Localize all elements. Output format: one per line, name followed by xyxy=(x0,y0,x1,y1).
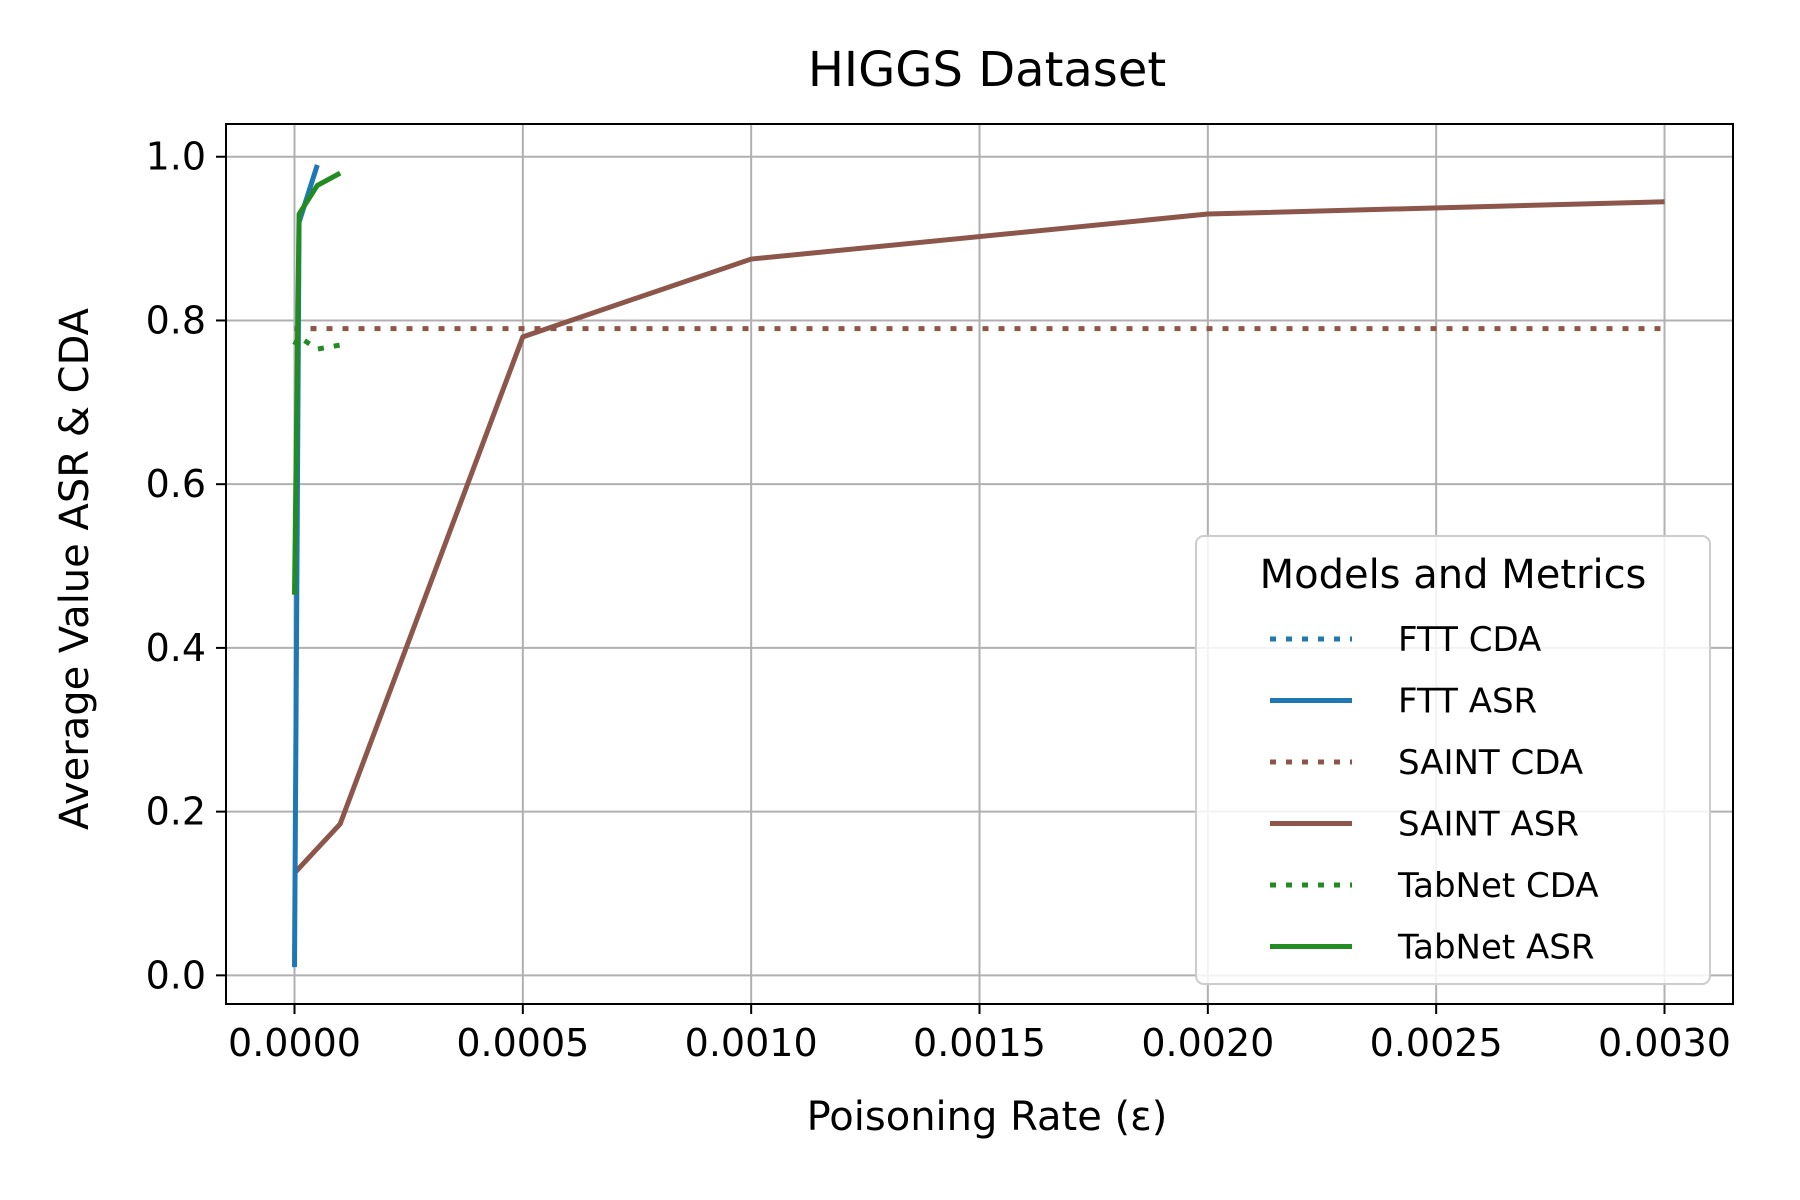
series-line-saint-asr xyxy=(292,199,1665,875)
y-tick-label: 0.0 xyxy=(146,953,206,997)
legend-box xyxy=(1195,535,1711,985)
legend: Models and Metrics FTT CDA FTT ASR SAINT C… xyxy=(1195,535,1711,985)
x-tick-label: 0.0030 xyxy=(1598,1021,1731,1065)
y-axis-title: Average Value ASR & CDA xyxy=(52,307,98,830)
legend-label: SAINT CDA xyxy=(1398,743,1583,783)
x-tick-label: 0.0010 xyxy=(685,1021,818,1065)
legend-label: TabNet ASR xyxy=(1397,928,1595,968)
legend-label: SAINT ASR xyxy=(1398,805,1579,845)
x-tick-label: 0.0015 xyxy=(913,1021,1046,1065)
y-tick-label: 0.6 xyxy=(146,462,206,506)
axis-ticks: 0.0000 0.0005 0.0010 0.0015 0.0020 0.0025 0.00… xyxy=(146,135,1731,1065)
x-axis-title: Poisoning Rate (ε) xyxy=(807,1094,1168,1140)
y-tick-label: 0.2 xyxy=(146,790,206,834)
series-lines xyxy=(292,164,1665,968)
x-tick-label: 0.0025 xyxy=(1370,1021,1503,1065)
y-tick-label: 0.8 xyxy=(146,298,206,342)
y-tick-label: 1.0 xyxy=(146,135,206,179)
x-tick-label: 0.0000 xyxy=(228,1021,361,1065)
chart-title: HIGGS Dataset xyxy=(808,42,1166,98)
series-line-tabnet-asr xyxy=(292,170,342,595)
y-tick-label: 0.4 xyxy=(146,626,206,670)
legend-title: Models and Metrics xyxy=(1260,552,1647,598)
x-tick-label: 0.0020 xyxy=(1141,1021,1274,1065)
x-tick-label: 0.0005 xyxy=(456,1021,589,1065)
legend-label: TabNet CDA xyxy=(1397,866,1599,906)
legend-label: FTT CDA xyxy=(1398,620,1541,660)
legend-label: FTT ASR xyxy=(1398,682,1537,722)
